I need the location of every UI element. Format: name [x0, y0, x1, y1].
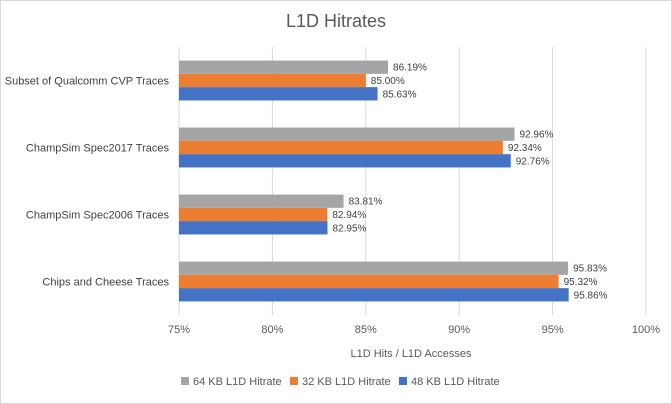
x-tick-label: 80% — [261, 324, 283, 336]
category-label: Subset of Qualcomm CVP Traces — [5, 76, 170, 88]
x-tick-label: 75% — [168, 324, 190, 336]
data-label: 92.96% — [519, 130, 553, 141]
x-tick-label: 100% — [632, 324, 660, 336]
category-label: ChampSim Spec2017 Traces — [26, 143, 170, 155]
bar — [179, 207, 328, 222]
x-tick-label: 95% — [542, 324, 564, 336]
data-label: 82.94% — [332, 210, 366, 221]
bar — [179, 140, 503, 155]
x-axis-label: L1D Hits / L1D Accesses — [350, 348, 472, 360]
legend-swatch — [290, 377, 298, 385]
bar — [179, 60, 389, 74]
chart-title: L1D Hitrates — [286, 11, 386, 31]
bar — [179, 73, 366, 88]
data-label: 85.63% — [383, 89, 417, 100]
data-label: 95.32% — [564, 277, 598, 288]
legend-swatch — [399, 377, 407, 385]
data-label: 83.81% — [349, 197, 383, 208]
data-label: 86.19% — [393, 63, 427, 74]
x-tick-label: 85% — [355, 324, 377, 336]
category-label: ChampSim Spec2006 Traces — [26, 210, 170, 222]
bar — [179, 87, 378, 101]
bar — [179, 261, 569, 275]
data-label: 92.76% — [516, 156, 550, 167]
data-label: 95.83% — [573, 264, 607, 275]
legend-swatch — [181, 377, 189, 385]
bar — [179, 194, 344, 208]
legend-label: 48 KB L1D Hitrate — [411, 376, 500, 388]
bar — [179, 154, 511, 168]
legend-label: 32 KB L1D Hitrate — [302, 376, 391, 388]
data-label: 82.95% — [333, 223, 367, 234]
data-label: 92.34% — [508, 143, 542, 154]
legend-label: 64 KB L1D Hitrate — [193, 376, 282, 388]
category-label: Chips and Cheese Traces — [42, 277, 169, 289]
bar — [179, 288, 569, 302]
x-tick-label: 90% — [448, 324, 470, 336]
bar — [179, 127, 515, 141]
data-label: 95.86% — [574, 290, 608, 301]
bar — [179, 274, 559, 289]
bar — [179, 221, 328, 235]
data-label: 85.00% — [371, 76, 405, 87]
